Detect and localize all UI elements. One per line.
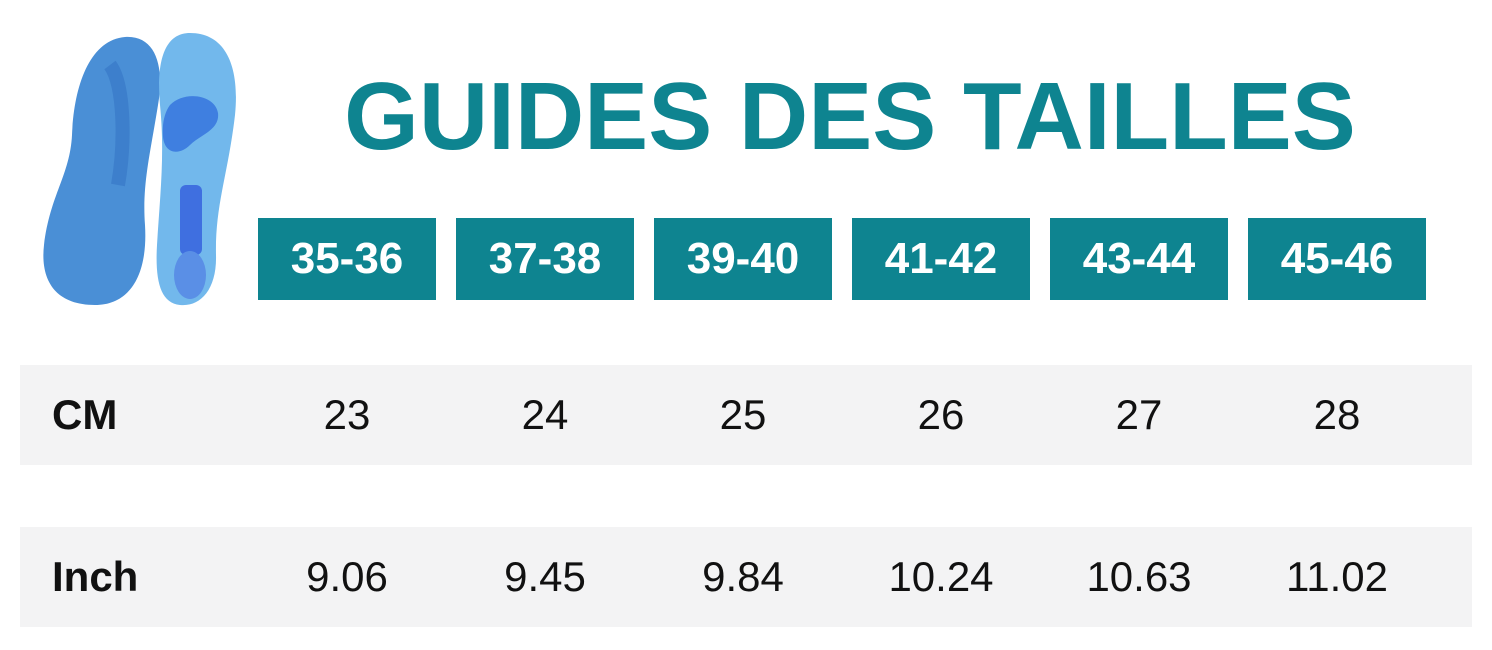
cell: 23 xyxy=(323,391,371,438)
cell: 26 xyxy=(917,391,965,438)
cm-row: CM 23 24 25 26 27 28 xyxy=(20,365,1472,465)
page-title: GUIDES DES TAILLES xyxy=(344,63,1356,170)
cell: 10.24 xyxy=(888,553,994,600)
cell: 25 xyxy=(719,391,767,438)
cell: 11.02 xyxy=(1286,553,1388,600)
cell: 10.63 xyxy=(1086,553,1192,600)
row-label: Inch xyxy=(52,553,139,600)
cell: 28 xyxy=(1313,391,1361,438)
cell: 9.84 xyxy=(702,553,784,600)
cell: 27 xyxy=(1115,391,1163,438)
size-badge: 41-42 xyxy=(852,218,1030,300)
cell: 9.06 xyxy=(306,553,388,600)
size-badge: 43-44 xyxy=(1050,218,1228,300)
size-badge: 39-40 xyxy=(654,218,832,300)
cell: 9.45 xyxy=(504,553,586,600)
size-badge: 45-46 xyxy=(1248,218,1426,300)
cell: 24 xyxy=(521,391,569,438)
row-label: CM xyxy=(52,391,118,438)
insoles-icon xyxy=(43,33,236,306)
size-badge: 37-38 xyxy=(456,218,634,300)
size-badge: 35-36 xyxy=(258,218,436,300)
inch-row: Inch 9.06 9.45 9.84 10.24 10.63 11.02 xyxy=(20,527,1472,627)
